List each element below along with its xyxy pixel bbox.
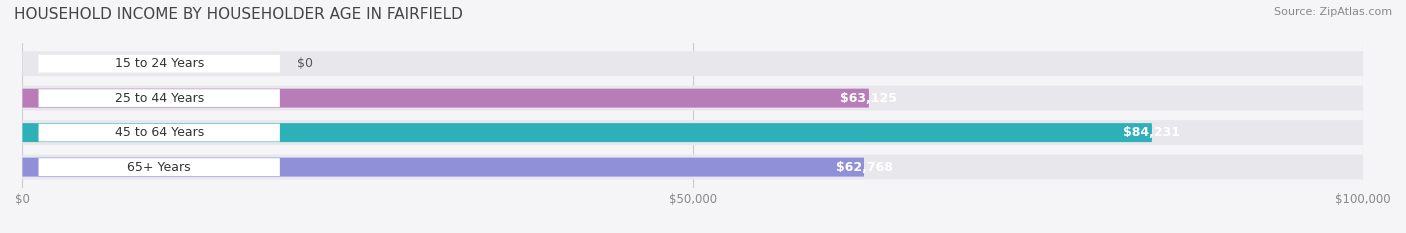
FancyBboxPatch shape [763,159,865,175]
Text: 25 to 44 Years: 25 to 44 Years [114,92,204,105]
Text: $63,125: $63,125 [841,92,897,105]
FancyBboxPatch shape [768,90,869,106]
FancyBboxPatch shape [22,155,1364,179]
FancyBboxPatch shape [1052,125,1152,141]
Text: 15 to 24 Years: 15 to 24 Years [114,57,204,70]
FancyBboxPatch shape [38,124,280,142]
FancyBboxPatch shape [22,158,865,177]
FancyBboxPatch shape [38,55,280,73]
Text: 65+ Years: 65+ Years [128,161,191,174]
Text: 45 to 64 Years: 45 to 64 Years [114,126,204,139]
FancyBboxPatch shape [22,123,1152,142]
FancyBboxPatch shape [22,89,869,108]
Text: Source: ZipAtlas.com: Source: ZipAtlas.com [1274,7,1392,17]
FancyBboxPatch shape [22,51,1364,76]
Text: HOUSEHOLD INCOME BY HOUSEHOLDER AGE IN FAIRFIELD: HOUSEHOLD INCOME BY HOUSEHOLDER AGE IN F… [14,7,463,22]
Text: $84,231: $84,231 [1123,126,1180,139]
FancyBboxPatch shape [38,89,280,107]
FancyBboxPatch shape [22,120,1364,145]
Text: $0: $0 [297,57,314,70]
FancyBboxPatch shape [22,86,1364,110]
Text: $62,768: $62,768 [835,161,893,174]
FancyBboxPatch shape [38,158,280,176]
